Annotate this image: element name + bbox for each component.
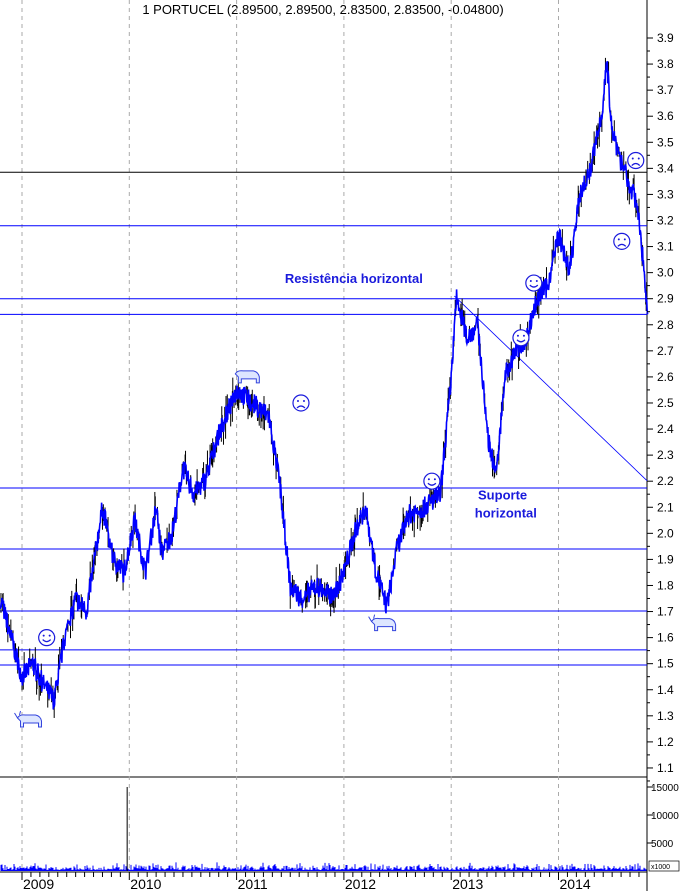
frown-icon — [292, 394, 310, 412]
volume-y-tick-label: 15000 — [651, 783, 679, 794]
volume-y-tick-label: 5000 — [651, 839, 674, 850]
trendline — [454, 295, 648, 482]
y-tick-label: 2.3 — [657, 448, 674, 462]
y-tick-label: 1.7 — [657, 605, 674, 619]
volume-y-tick-label: 10000 — [651, 811, 679, 822]
y-tick-label: 2.1 — [657, 500, 674, 514]
y-tick-label: 3.4 — [657, 161, 674, 175]
y-tick-label: 2.2 — [657, 474, 674, 488]
x-tick-label: 2014 — [560, 876, 591, 891]
annotation-label: Suporte — [478, 487, 527, 502]
y-tick-label: 1.6 — [657, 631, 674, 645]
y-tick-label: 2.4 — [657, 422, 674, 436]
annotation-label: Resistência horizontal — [285, 271, 423, 286]
y-tick-label: 3.0 — [657, 266, 674, 280]
y-tick-label: 3.6 — [657, 109, 674, 123]
y-tick-label: 2.0 — [657, 526, 674, 540]
y-tick-label: 3.1 — [657, 240, 674, 254]
y-tick-label: 3.7 — [657, 83, 674, 97]
smiley-icon — [423, 472, 441, 490]
y-tick-label: 1.1 — [657, 761, 674, 775]
volume-unit-label: x1000 — [651, 864, 670, 871]
smiley-icon — [512, 329, 530, 347]
x-tick-label: 2010 — [130, 876, 161, 891]
x-tick-label: 2011 — [238, 876, 268, 891]
y-tick-label: 2.9 — [657, 292, 674, 306]
bear-icon — [234, 370, 260, 384]
x-tick-label: 2013 — [452, 876, 483, 891]
chart-title: 1 PORTUCEL (2.89500, 2.89500, 2.83500, 2… — [142, 2, 503, 17]
y-tick-label: 1.2 — [657, 735, 674, 749]
y-tick-label: 3.9 — [657, 31, 674, 45]
frown-icon — [627, 151, 645, 170]
y-tick-label: 3.3 — [657, 187, 674, 201]
y-tick-label: 3.5 — [657, 135, 674, 149]
y-tick-label: 1.4 — [657, 683, 674, 697]
y-tick-label: 3.8 — [657, 57, 674, 71]
bull-icon — [368, 614, 397, 632]
smiley-icon — [525, 274, 543, 292]
y-tick-label: 3.2 — [657, 213, 674, 227]
y-tick-label: 2.8 — [657, 318, 674, 332]
bull-icon — [14, 710, 43, 728]
annotation-label: horizontal — [475, 506, 537, 521]
x-tick-label: 2012 — [345, 876, 376, 891]
x-tick-label: 2009 — [23, 876, 54, 891]
y-tick-label: 1.9 — [657, 552, 674, 566]
y-tick-label: 2.6 — [657, 370, 674, 384]
y-tick-label: 2.7 — [657, 344, 674, 358]
y-tick-label: 1.5 — [657, 657, 674, 671]
volume-unit-box — [648, 860, 680, 872]
y-tick-label: 1.3 — [657, 709, 674, 723]
price-line — [0, 61, 649, 710]
y-tick-label: 2.5 — [657, 396, 674, 410]
y-tick-label: 1.8 — [657, 578, 674, 592]
smiley-icon — [38, 629, 56, 647]
frown-icon — [613, 232, 631, 250]
